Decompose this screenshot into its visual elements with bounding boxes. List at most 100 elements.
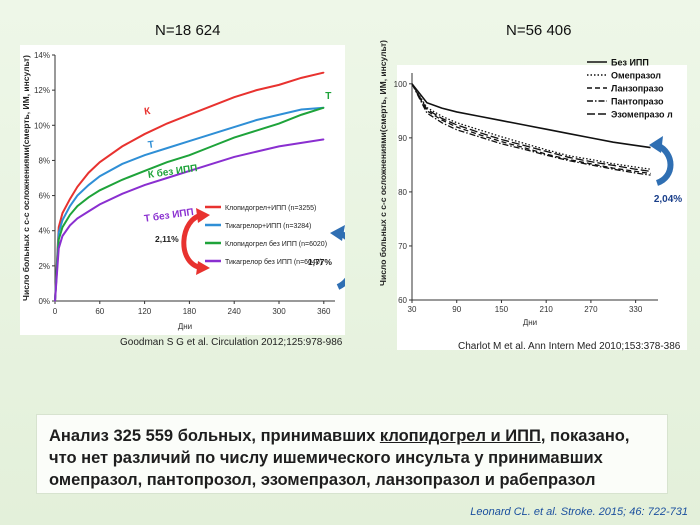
right-plot-background bbox=[397, 65, 687, 350]
right-x-axis-label: Дни bbox=[523, 318, 537, 327]
left-data-point bbox=[88, 210, 90, 212]
left-x-tick-label: 120 bbox=[138, 307, 152, 316]
right-blue-arrowhead bbox=[649, 136, 663, 153]
right-x-tick-label: 330 bbox=[629, 305, 643, 314]
left-annotation-label: 1,77% bbox=[308, 257, 333, 267]
left-data-point bbox=[278, 145, 280, 147]
left-data-point bbox=[58, 247, 60, 249]
left-x-tick-label: 180 bbox=[183, 307, 197, 316]
left-reference: Goodman S G et al. Circulation 2012;125:… bbox=[120, 337, 343, 348]
left-red-arrowhead bbox=[196, 208, 210, 223]
left-curve-label: К bbox=[143, 106, 151, 118]
left-y-tick-label: 14% bbox=[34, 51, 50, 60]
left-legend-label: Тикагрелор+ИПП (n=3284) bbox=[225, 223, 311, 230]
left-data-point bbox=[61, 226, 64, 228]
left-data-point bbox=[256, 119, 258, 121]
left-blue-arrow bbox=[336, 230, 345, 290]
right-series-line-эзомепразо-л bbox=[411, 83, 651, 173]
left-y-tick-label: 12% bbox=[34, 86, 50, 95]
citation: Leonard CL. et al. Stroke. 2015; 46: 722… bbox=[470, 506, 688, 518]
left-data-point bbox=[121, 179, 123, 181]
left-red-arrowhead-2 bbox=[196, 261, 210, 275]
left-data-point bbox=[58, 238, 60, 241]
left-data-point bbox=[300, 142, 302, 144]
left-data-point bbox=[88, 172, 90, 174]
left-x-axis-label: Дни bbox=[178, 322, 192, 331]
left-data-point bbox=[166, 122, 168, 125]
left-x-tick-label: 300 bbox=[272, 307, 286, 316]
left-x-tick-label: 360 bbox=[317, 307, 331, 316]
left-data-point bbox=[69, 224, 71, 227]
left-data-point bbox=[69, 198, 71, 200]
right-series-line-ланзопразо bbox=[411, 83, 651, 175]
left-data-point bbox=[99, 189, 101, 191]
right-y-tick-label: 80 bbox=[398, 188, 407, 197]
left-curve-label: Т bbox=[147, 139, 155, 151]
left-data-point bbox=[69, 205, 71, 207]
left-data-point bbox=[300, 114, 302, 116]
left-data-point bbox=[188, 154, 190, 156]
left-data-point bbox=[278, 114, 280, 116]
left-data-point bbox=[144, 170, 146, 172]
left-data-point bbox=[76, 217, 78, 220]
left-survival-chart: 0% 2% 4% 6% 8% 10% 12% 14% 0 60 120 180 240 300 360 Дни… bbox=[20, 45, 345, 335]
left-data-point bbox=[278, 84, 280, 86]
left-data-point bbox=[233, 96, 235, 98]
left-data-point bbox=[256, 129, 258, 132]
left-data-point bbox=[58, 231, 60, 234]
left-data-point bbox=[76, 205, 78, 207]
summary-line-3: омепразол, пантопрозол, эзомепразол, лан… bbox=[49, 471, 596, 489]
left-data-point bbox=[76, 186, 78, 188]
left-legend-box bbox=[200, 197, 335, 271]
left-data-point bbox=[76, 194, 78, 197]
left-data-point bbox=[323, 71, 325, 74]
left-data-point bbox=[121, 145, 123, 147]
left-data-point bbox=[61, 219, 64, 221]
right-legend-label: Эзомепразо л bbox=[611, 110, 673, 120]
left-data-point bbox=[211, 145, 213, 147]
right-y-tick-label: 60 bbox=[398, 296, 407, 305]
left-legend-label: Клопидогрел без ИПП (n=6020) bbox=[225, 240, 327, 248]
left-data-point bbox=[233, 136, 235, 139]
right-legend-label: Без ИПП bbox=[611, 58, 649, 68]
left-data-point bbox=[61, 235, 64, 237]
left-y-tick-label: 2% bbox=[38, 262, 50, 271]
left-data-point bbox=[144, 133, 146, 135]
left-data-point bbox=[144, 154, 146, 156]
left-data-point bbox=[188, 114, 190, 116]
left-data-point bbox=[144, 184, 146, 186]
right-x-tick-label: 30 bbox=[408, 305, 417, 314]
left-y-tick-label: 6% bbox=[38, 192, 50, 201]
right-y-axis-label: Число больных с с-с осложнениями(смерть,… bbox=[378, 40, 388, 286]
left-data-point bbox=[278, 122, 280, 125]
right-n-label: N=56 406 bbox=[506, 22, 572, 39]
left-data-point bbox=[323, 138, 325, 140]
left-y-tick-label: 10% bbox=[34, 121, 50, 130]
left-data-point bbox=[211, 163, 213, 165]
left-data-point bbox=[233, 156, 235, 158]
left-data-point bbox=[188, 170, 190, 172]
left-blue-arrowhead bbox=[330, 225, 345, 241]
left-data-point bbox=[256, 89, 258, 91]
left-data-point bbox=[88, 196, 90, 198]
right-y-tick-label: 70 bbox=[398, 242, 407, 251]
left-data-point bbox=[121, 193, 123, 195]
left-x-tick-label: 0 bbox=[53, 307, 58, 316]
left-legend-label: Тикагрелор без ИПП (n=6040) bbox=[225, 258, 322, 266]
right-legend-label: Омепразол bbox=[611, 71, 661, 81]
left-data-point bbox=[54, 300, 56, 302]
right-series-line-пантопразо bbox=[411, 83, 651, 176]
left-data-point bbox=[211, 133, 213, 135]
left-data-point bbox=[300, 108, 302, 111]
left-data-point bbox=[69, 214, 71, 216]
left-data-point bbox=[99, 175, 101, 177]
summary-line-1: Анализ 325 559 больных, принимавших клоп… bbox=[49, 427, 630, 445]
left-end-marker: T bbox=[325, 91, 331, 102]
right-legend-label: Ланзопразо bbox=[611, 84, 664, 94]
right-legend-label: Пантопразо bbox=[611, 97, 664, 107]
left-data-point bbox=[166, 161, 168, 163]
left-legend-label: Клопидогрел+ИПП (n=3255) bbox=[225, 205, 316, 212]
summary-box: Анализ 325 559 больных, принимавших клоп… bbox=[36, 414, 668, 494]
right-y-tick-label: 90 bbox=[398, 134, 407, 143]
left-data-point bbox=[211, 105, 213, 107]
